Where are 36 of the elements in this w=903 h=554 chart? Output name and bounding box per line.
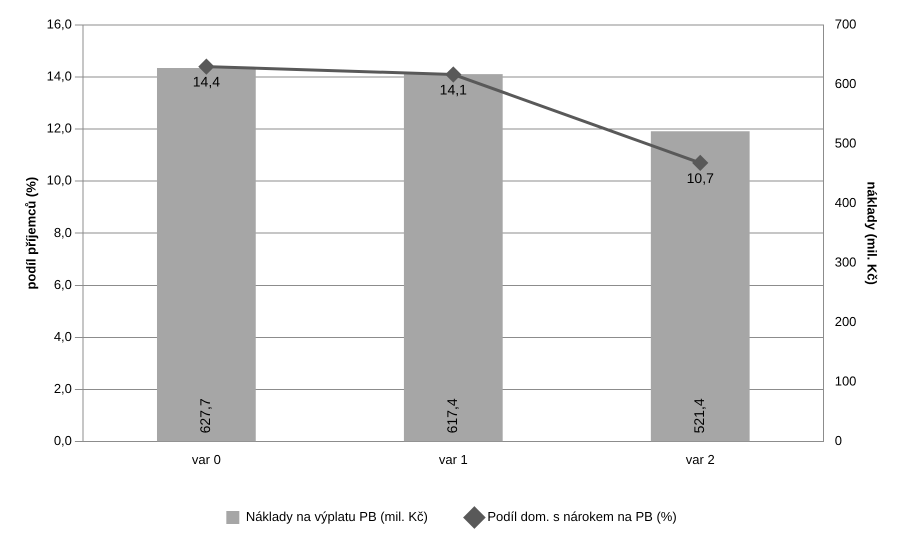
y2-tick-label: 100	[834, 373, 856, 388]
data-label: 627,7	[197, 398, 214, 434]
data-label: 10,7	[686, 170, 714, 186]
y2-tick-label: 0	[834, 432, 842, 448]
y2-tick-label: 500	[834, 136, 856, 151]
y-tick-label: 0,0	[54, 432, 72, 448]
y-tick-label: 6,0	[54, 276, 72, 292]
x-tick-label: var 1	[438, 452, 468, 467]
y-axis-title: podíl příjemců (%)	[23, 176, 38, 290]
point	[446, 66, 461, 82]
bar	[404, 74, 503, 442]
bar	[650, 131, 750, 442]
x-tick-label: var 0	[192, 452, 221, 467]
x-tick-label: var 2	[686, 452, 715, 467]
y-tick-label: 14,0	[46, 68, 72, 84]
y-tick-label: 4,0	[54, 328, 72, 344]
y-tick-label: 2,0	[54, 380, 72, 396]
y-tick-label: 12,0	[46, 120, 72, 136]
legend-label: Náklady na výplatu PB (mil. Kč)	[246, 509, 428, 524]
y2-tick-label: 300	[834, 254, 856, 270]
point	[692, 155, 708, 170]
y2-tick-label: 400	[834, 195, 856, 210]
legend-label: Podíl dom. s nárokem na PB (%)	[487, 509, 677, 524]
bar	[156, 68, 256, 442]
y2-tick-label: 700	[834, 16, 856, 32]
y2-tick-label: 600	[834, 76, 856, 92]
y2-tick-label: 200	[834, 314, 856, 330]
point	[198, 59, 214, 74]
data-label: 14,1	[440, 81, 468, 98]
y-tick-label: 10,0	[46, 172, 72, 188]
y-tick-label: 16,0	[46, 16, 72, 32]
data-label: 14,4	[192, 74, 220, 90]
data-label: 521,4	[691, 398, 708, 434]
y2-axis-title: náklady (mil. Kč)	[864, 182, 880, 285]
data-label: 617,4	[444, 398, 460, 434]
y-tick-label: 8,0	[54, 224, 72, 240]
